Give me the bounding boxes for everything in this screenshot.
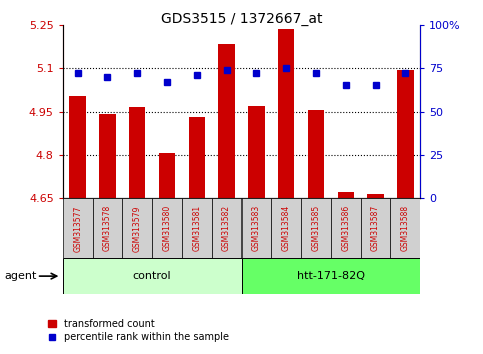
Text: GSM313586: GSM313586 [341, 205, 350, 251]
Text: GSM313582: GSM313582 [222, 205, 231, 251]
Text: GDS3515 / 1372667_at: GDS3515 / 1372667_at [161, 12, 322, 27]
Text: agent: agent [5, 271, 37, 281]
Text: control: control [133, 271, 171, 281]
Bar [271, 198, 301, 258]
Bar [63, 258, 242, 294]
Bar [93, 198, 122, 258]
Bar [63, 198, 93, 258]
Bar [152, 198, 182, 258]
Text: GSM313577: GSM313577 [73, 205, 82, 252]
Bar [242, 258, 420, 294]
Text: GSM313588: GSM313588 [401, 205, 410, 251]
Text: GSM313581: GSM313581 [192, 205, 201, 251]
Bar [390, 198, 420, 258]
Text: GSM313580: GSM313580 [163, 205, 171, 251]
Bar [70, 96, 86, 198]
Text: htt-171-82Q: htt-171-82Q [297, 271, 365, 281]
Bar [338, 192, 354, 198]
Text: GSM313587: GSM313587 [371, 205, 380, 251]
Bar [189, 117, 205, 198]
Bar [122, 198, 152, 258]
Bar [248, 106, 265, 198]
Bar [278, 29, 294, 198]
Bar [218, 44, 235, 198]
Text: GSM313578: GSM313578 [103, 205, 112, 251]
Bar [397, 70, 413, 198]
Bar [361, 198, 390, 258]
Bar [129, 107, 145, 198]
Bar [99, 114, 115, 198]
Bar [331, 198, 361, 258]
Bar [182, 198, 212, 258]
Text: GSM313579: GSM313579 [133, 205, 142, 252]
Bar [368, 194, 384, 198]
Text: GSM313584: GSM313584 [282, 205, 291, 251]
Bar [242, 198, 271, 258]
Bar [308, 110, 324, 198]
Bar [301, 198, 331, 258]
Legend: transformed count, percentile rank within the sample: transformed count, percentile rank withi… [48, 319, 229, 342]
Text: GSM313585: GSM313585 [312, 205, 320, 251]
Text: GSM313583: GSM313583 [252, 205, 261, 251]
Bar [212, 198, 242, 258]
Bar [159, 153, 175, 198]
